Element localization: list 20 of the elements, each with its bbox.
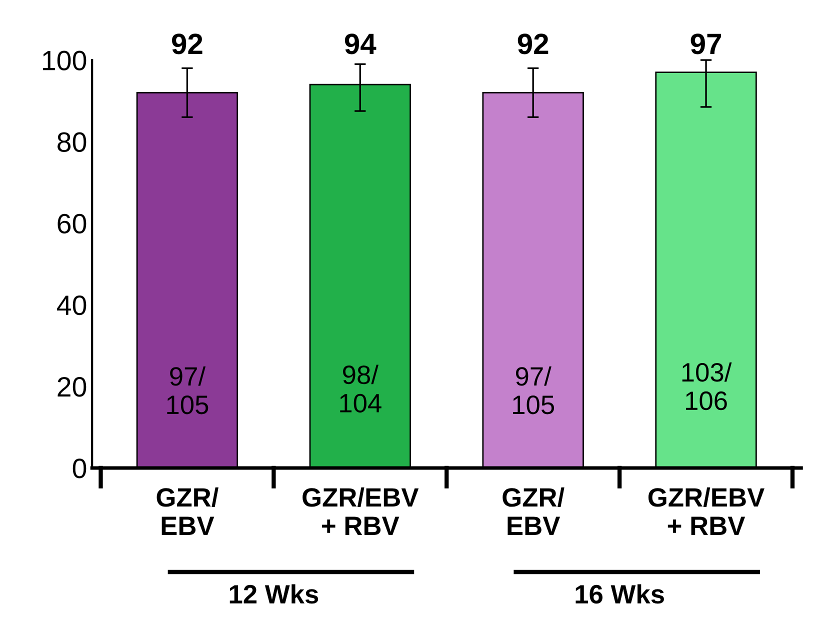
y-tick-label: 40	[56, 295, 86, 316]
y-tick-label: 0	[72, 458, 86, 478]
y-tick-label: 20	[58, 377, 86, 397]
text: 16 Wks	[576, 584, 664, 604]
y-tick-label: 80	[58, 132, 86, 152]
data-label: 92	[518, 34, 548, 54]
x-tick-label: GZR/ EBV	[502, 487, 564, 535]
x-tick-label: GZR/EBV + RBV	[302, 487, 419, 535]
annotation: 98/ 104	[340, 364, 382, 413]
data-label: 97	[690, 34, 721, 54]
data-label: 92	[172, 34, 202, 54]
annotation: 97/ 105	[167, 366, 208, 414]
annotation: 103/ 106	[682, 362, 732, 410]
x-tick-label: GZR/EBV + RBV	[648, 487, 764, 535]
annotation: 97/ 105	[513, 366, 554, 414]
text: 12 Wks	[230, 584, 318, 604]
y-tick-label: 60	[58, 214, 86, 234]
x-tick-label: GZR/ EBV	[156, 487, 218, 535]
data-label: 94	[344, 34, 376, 54]
y-tick-label: 100	[43, 50, 86, 70]
